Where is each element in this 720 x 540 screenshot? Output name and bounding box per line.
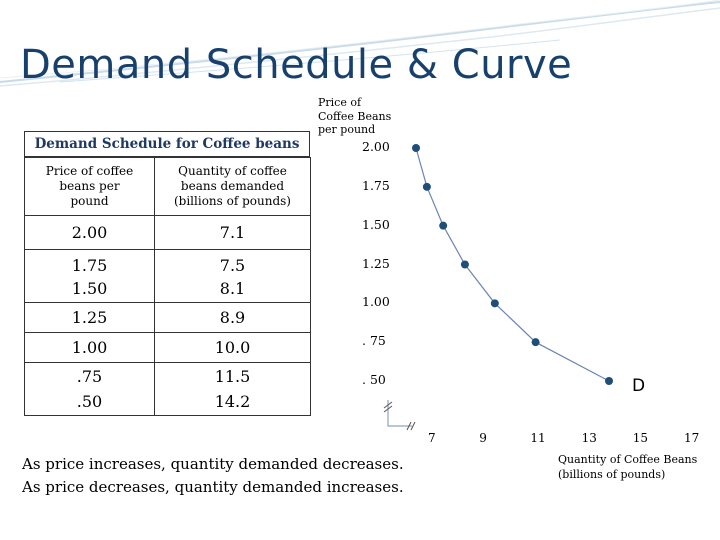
y-tick-label: 1.50 — [362, 216, 390, 232]
table-row: 2.00 7.1 — [24, 215, 311, 250]
chart-axes — [383, 400, 416, 431]
schedule-title: Demand Schedule for Coffee beans — [24, 131, 310, 157]
y-tick-label: 1.00 — [362, 294, 390, 310]
x-axis-title: Quantity of Coffee Beans (billions of po… — [558, 453, 698, 481]
data-point-marker — [412, 144, 420, 152]
quantity-cell: 8.9 — [154, 302, 311, 333]
y-tick-label: 2.00 — [362, 139, 390, 154]
demand-schedule-table: Price of coffee beans per pound Quantity… — [24, 157, 311, 416]
table-row: 1.00 10.0 — [24, 332, 311, 363]
x-tick-label: 15 — [632, 431, 649, 445]
data-point-marker — [460, 260, 469, 269]
x-tick-label: 17 — [684, 431, 700, 445]
page-title: Demand Schedule & Curve — [20, 42, 573, 88]
y-tick-label: 1.75 — [362, 177, 390, 193]
data-point-marker — [439, 221, 448, 230]
table-row: .75.50 11.5 14.2 — [24, 362, 311, 416]
x-tick-label: 11 — [530, 431, 546, 445]
data-point-marker — [605, 377, 613, 385]
data-point-marker — [531, 338, 540, 347]
x-tick-label: 9 — [479, 431, 487, 445]
table-row: 1.75 1.50 7.5 8.1 — [24, 249, 311, 303]
price-cell: 1.00 — [24, 332, 155, 363]
caption-line-1: As price increases, quantity demanded de… — [22, 455, 404, 473]
y-tick-label: 1.25 — [362, 255, 390, 271]
data-point-marker — [422, 182, 431, 191]
x-tick-label: 7 — [428, 431, 436, 445]
table-row: 1.25 8.9 — [24, 302, 311, 333]
caption: As price increases, quantity demanded de… — [22, 453, 404, 499]
y-axis-title: Price of Coffee Beans per pound — [318, 96, 392, 136]
demand-curve-label: D — [632, 376, 646, 396]
data-point-marker — [490, 299, 499, 308]
quantity-cell: 7.1 — [154, 215, 311, 250]
x-axis-break-icon — [406, 421, 416, 431]
quantity-column-header: Quantity of coffee beans demanded (billi… — [154, 157, 311, 216]
x-tick-label: 13 — [581, 431, 597, 445]
price-cell: 1.75 1.50 — [24, 249, 155, 303]
quantity-cell: 11.5 14.2 — [154, 362, 311, 416]
y-axis-break-icon — [383, 401, 393, 413]
y-tick-label: . 75 — [362, 333, 386, 349]
header-swoosh-decoration — [0, 0, 720, 87]
demand-curve-line — [415, 147, 610, 382]
y-tick-label: . 50 — [362, 372, 386, 387]
caption-line-2: As price decreases, quantity demanded in… — [22, 478, 404, 496]
